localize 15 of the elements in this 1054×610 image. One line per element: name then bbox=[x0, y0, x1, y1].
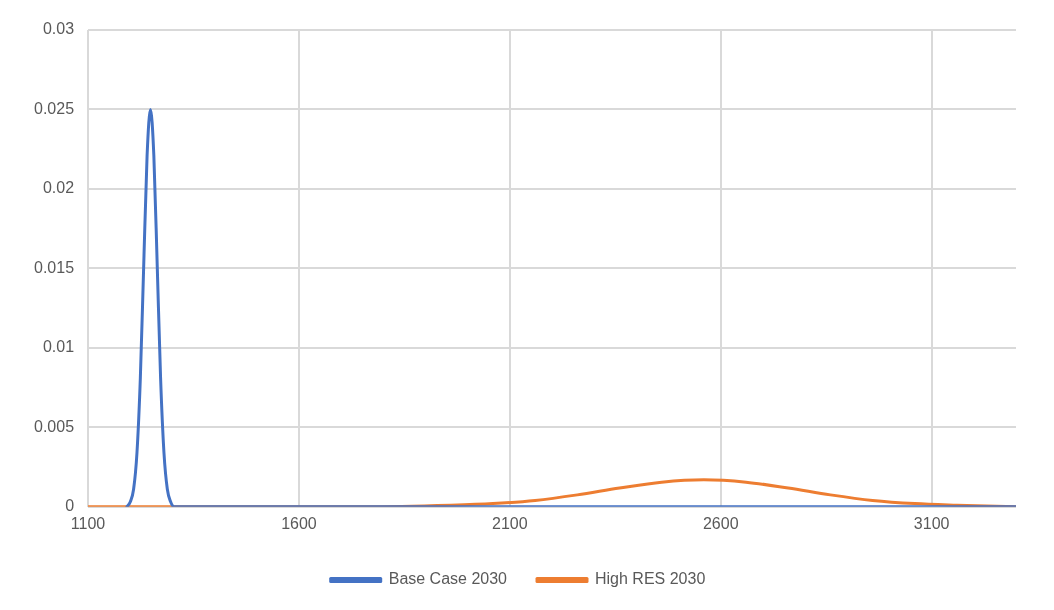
y-tick-label: 0.005 bbox=[33, 417, 75, 435]
y-tick-label: 0.01 bbox=[42, 338, 75, 356]
y-tick-label: 0 bbox=[65, 497, 75, 515]
line-series bbox=[125, 107, 1016, 507]
x-tick-label: 2600 bbox=[702, 514, 739, 532]
x-tick-label: 2100 bbox=[492, 514, 528, 532]
legend-label: High RES 2030 bbox=[595, 570, 706, 588]
y-tick-label: 0.02 bbox=[42, 179, 75, 197]
x-tick-label: 1100 bbox=[70, 514, 106, 532]
y-tick-label: 0.03 bbox=[42, 20, 75, 38]
x-tick-label: 1600 bbox=[281, 514, 317, 532]
y-tick-label: 0.015 bbox=[33, 258, 75, 276]
x-tick-label: 3100 bbox=[913, 514, 950, 532]
legend-label: Base Case 2030 bbox=[388, 570, 508, 588]
y-tick-label: 0.025 bbox=[33, 99, 75, 117]
